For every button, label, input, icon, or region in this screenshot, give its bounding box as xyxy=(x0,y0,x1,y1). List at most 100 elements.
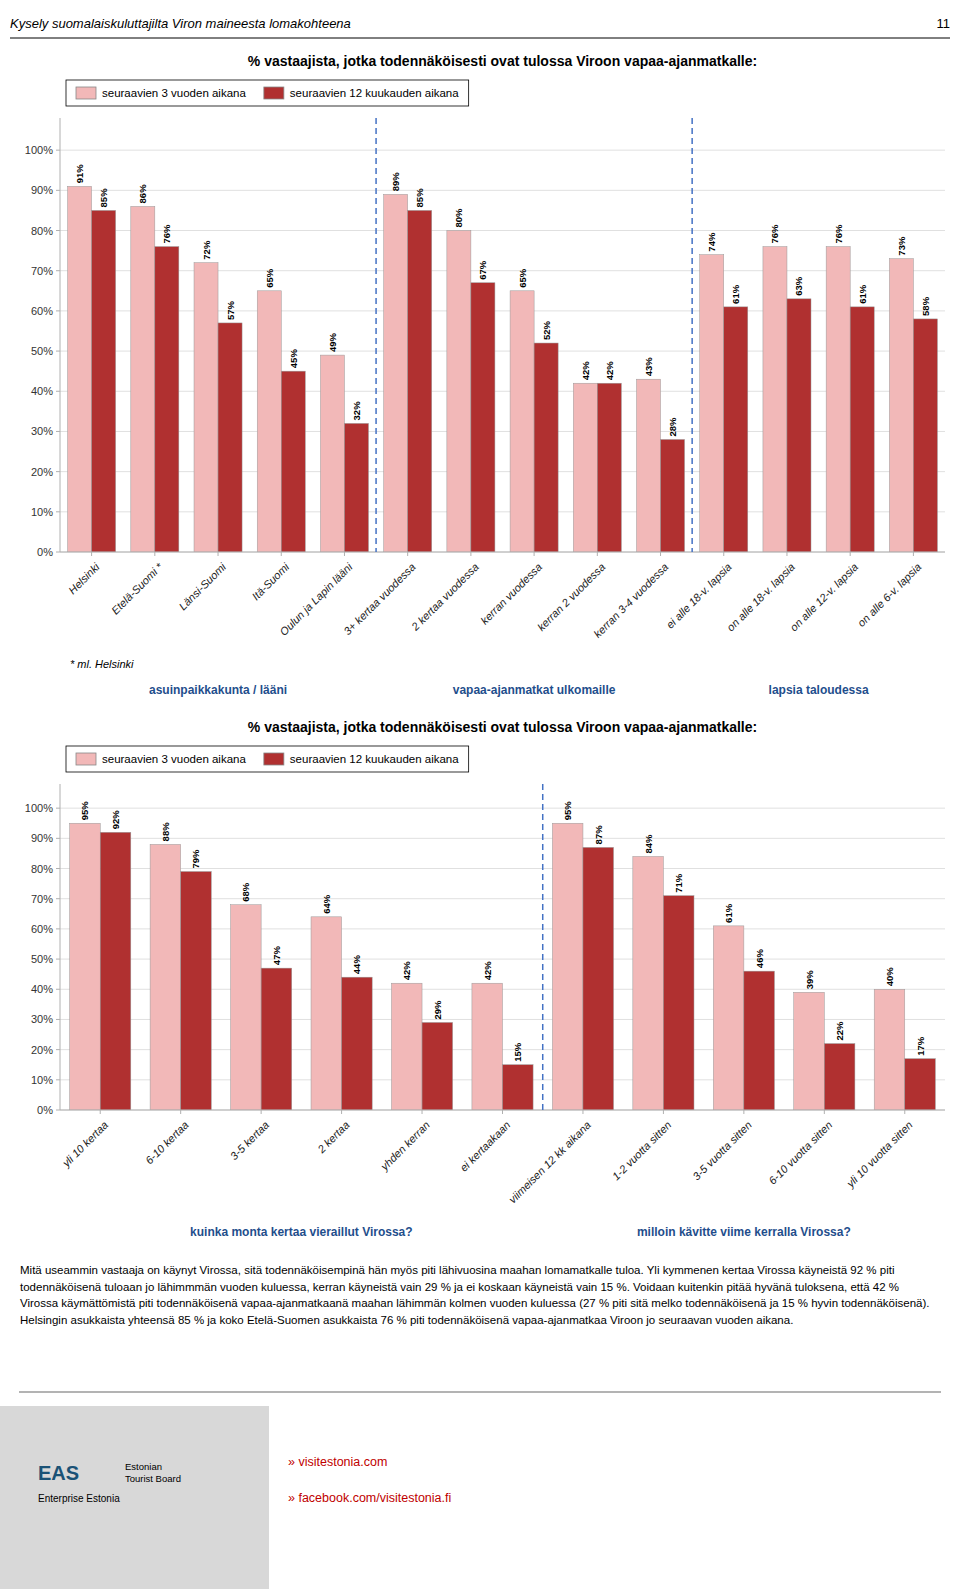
data-label: 65% xyxy=(264,268,275,288)
legend-label: seuraavien 3 vuoden aikana xyxy=(102,87,246,99)
legend-swatch xyxy=(76,753,96,765)
x-tick-label: 2 kertaa vuodessa xyxy=(408,561,481,634)
y-tick xyxy=(56,1049,60,1050)
group-label: milloin kävitte viime kerralla Virossa? xyxy=(637,1225,851,1239)
bar xyxy=(597,383,621,552)
x-tick-label: Länsi-Suomi xyxy=(176,560,228,612)
x-tick xyxy=(850,552,851,556)
y-tick xyxy=(56,928,60,929)
data-label: 28% xyxy=(667,417,678,437)
data-label: 52% xyxy=(541,320,552,340)
page-title: Kysely suomalaiskuluttajilta Viron maine… xyxy=(10,16,351,31)
grid-line xyxy=(60,511,945,512)
x-tick-label: 6-10 vuotta sitten xyxy=(766,1119,834,1187)
x-tick xyxy=(824,1110,825,1114)
y-tick xyxy=(56,310,60,311)
bar xyxy=(534,343,558,552)
x-tick xyxy=(407,552,408,556)
bar xyxy=(342,977,373,1110)
data-label: 76% xyxy=(161,224,172,244)
bar xyxy=(391,983,422,1110)
bar xyxy=(131,206,155,552)
bar xyxy=(447,231,471,552)
data-label: 49% xyxy=(327,333,338,353)
data-label: 58% xyxy=(920,296,931,316)
data-label: 95% xyxy=(562,801,573,821)
chart-title: % vastaajista, jotka todennäköisesti ova… xyxy=(248,53,757,69)
data-label: 65% xyxy=(517,268,528,288)
bar xyxy=(181,872,212,1110)
x-tick-label: on alle 6-v. lapsia xyxy=(855,561,923,629)
group-divider xyxy=(375,118,377,552)
x-tick-label: 3-5 kertaa xyxy=(228,1119,272,1163)
legend-swatch xyxy=(264,753,284,765)
x-tick xyxy=(281,552,282,556)
board-line: Estonian xyxy=(125,1461,162,1472)
bar xyxy=(700,255,724,552)
logo-text: EAS xyxy=(38,1462,79,1484)
group-label: asuinpaikkakunta / lääni xyxy=(149,683,287,697)
bar xyxy=(889,259,913,552)
bar xyxy=(100,832,131,1110)
y-tick-label: 30% xyxy=(31,1013,53,1025)
y-tick-label: 100% xyxy=(25,802,53,814)
grid-line xyxy=(60,150,945,151)
board-line: Tourist Board xyxy=(125,1473,181,1484)
data-label: 88% xyxy=(160,822,171,842)
data-label: 80% xyxy=(453,208,464,228)
data-label: 72% xyxy=(201,240,212,260)
footer-link: » visitestonia.com xyxy=(288,1455,387,1469)
y-tick xyxy=(56,898,60,899)
bar xyxy=(92,210,116,552)
bar xyxy=(344,423,368,552)
data-label: 22% xyxy=(834,1021,845,1041)
x-tick xyxy=(180,1110,181,1114)
x-tick xyxy=(582,1110,583,1114)
bar xyxy=(552,823,583,1110)
data-label: 39% xyxy=(804,970,815,990)
x-tick xyxy=(154,552,155,556)
bar xyxy=(311,917,342,1110)
bar xyxy=(70,823,101,1110)
y-tick xyxy=(56,1110,60,1111)
data-label: 63% xyxy=(793,276,804,296)
group-label: vapaa-ajanmatkat ulkomaille xyxy=(453,683,616,697)
x-tick-label: 1-2 vuotta sitten xyxy=(610,1119,674,1183)
footnote: * ml. Helsinki xyxy=(70,658,134,670)
chart-title: % vastaajista, jotka todennäköisesti ova… xyxy=(248,719,757,735)
x-tick-label: 2 kertaa xyxy=(314,1119,351,1156)
data-label: 42% xyxy=(401,961,412,981)
x-tick-label: yli 10 vuotta sitten xyxy=(843,1119,914,1190)
chart: % vastaajista, jotka todennäköisesti ova… xyxy=(25,53,945,697)
x-tick-label: kerran 3-4 vuodessa xyxy=(591,561,670,640)
grid-line xyxy=(60,471,945,472)
y-tick-label: 50% xyxy=(31,953,53,965)
x-tick xyxy=(904,1110,905,1114)
grid-line xyxy=(60,808,945,809)
legend-swatch xyxy=(264,87,284,99)
data-label: 42% xyxy=(580,361,591,381)
y-tick-label: 100% xyxy=(25,144,53,156)
y-tick-label: 90% xyxy=(31,184,53,196)
bar xyxy=(724,307,748,552)
bar xyxy=(794,992,825,1110)
y-tick-label: 0% xyxy=(37,546,53,558)
y-tick xyxy=(56,431,60,432)
logo-caption: Enterprise Estonia xyxy=(38,1493,120,1504)
bar xyxy=(633,856,664,1110)
data-label: 32% xyxy=(351,401,362,421)
data-label: 68% xyxy=(240,882,251,902)
data-label: 84% xyxy=(643,834,654,854)
data-label: 15% xyxy=(512,1042,523,1062)
legend-label: seuraavien 3 vuoden aikana xyxy=(102,753,246,765)
grid-line xyxy=(60,552,945,553)
y-tick-label: 40% xyxy=(31,983,53,995)
x-tick-label: viimeisen 12 kk aikana xyxy=(506,1119,593,1206)
grid-line xyxy=(60,838,945,839)
y-tick xyxy=(56,989,60,990)
x-tick xyxy=(534,552,535,556)
x-tick xyxy=(91,552,92,556)
group-divider xyxy=(542,784,544,1110)
legend-label: seuraavien 12 kuukauden aikana xyxy=(290,87,459,99)
data-label: 76% xyxy=(833,224,844,244)
